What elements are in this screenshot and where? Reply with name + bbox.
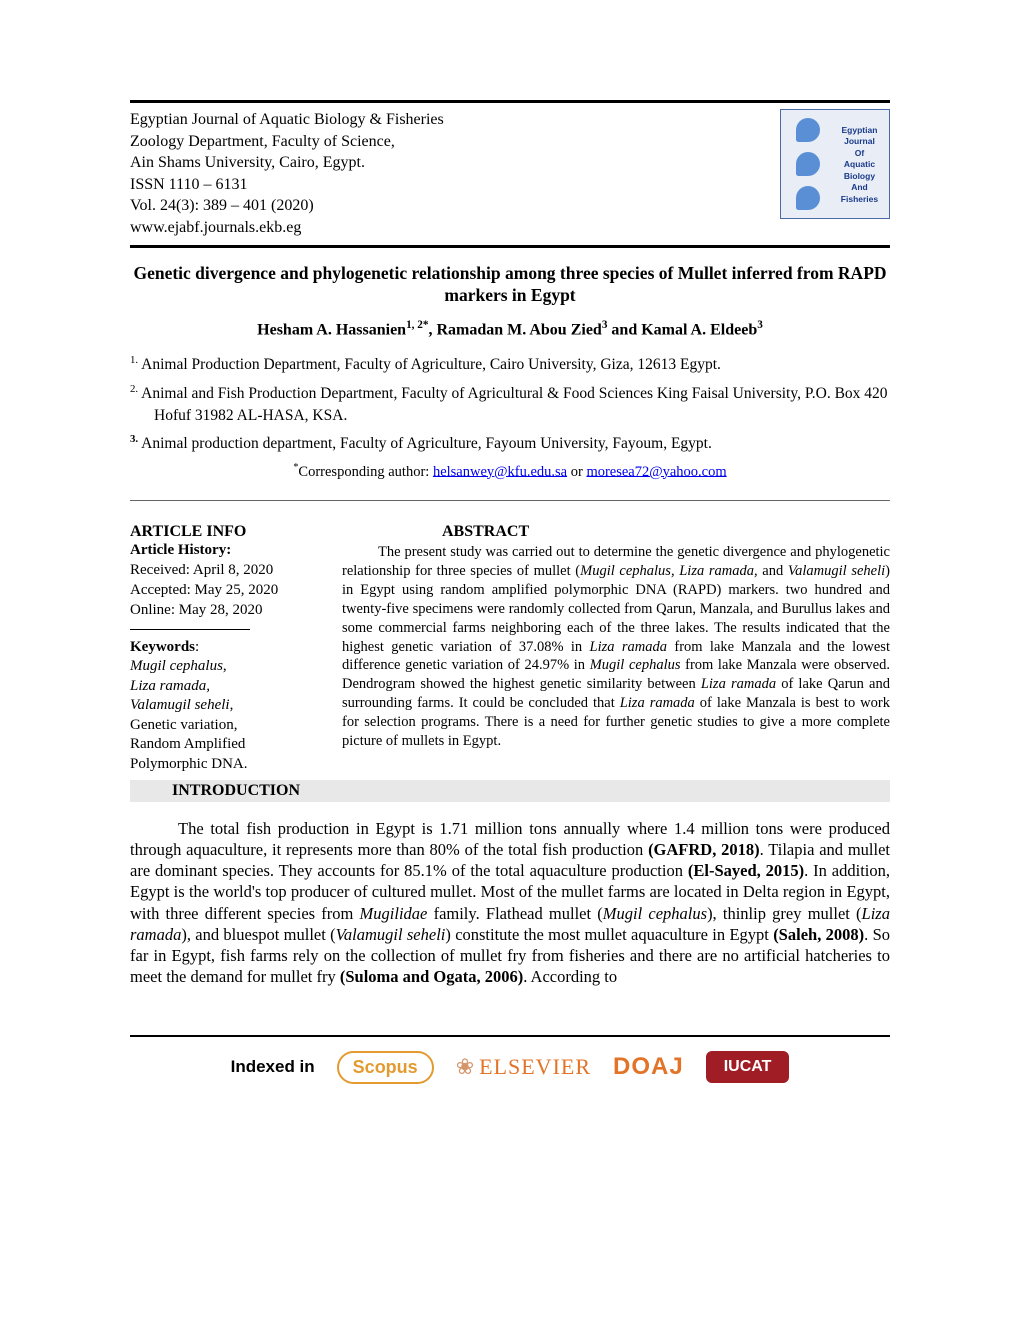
article-info-heading: ARTICLE INFO: [130, 523, 320, 541]
abstract-column: ABSTRACT The present study was carried o…: [342, 523, 890, 774]
logo-line5: Fisheries: [833, 194, 886, 205]
affiliations-block: 1. Animal Production Department, Faculty…: [130, 353, 890, 455]
journal-university: Ain Shams University, Cairo, Egypt.: [130, 152, 444, 174]
elsevier-badge: ❀ ELSEVIER: [456, 1054, 591, 1080]
logo-line1: Egyptian Journal: [833, 125, 886, 148]
corresponding-author: *Corresponding author: helsanwey@kfu.edu…: [130, 462, 890, 481]
journal-header-bar: Egyptian Journal of Aquatic Biology & Fi…: [130, 100, 890, 248]
abstract-text: The present study was carried out to det…: [342, 543, 890, 750]
logo-line3: Aquatic Biology: [833, 159, 886, 182]
accepted-date: Accepted: May 25, 2020: [130, 581, 320, 601]
corresponding-label: Corresponding author:: [298, 463, 433, 479]
keyword-5: Random Amplified Polymorphic DNA.: [130, 736, 248, 772]
keyword-2: Liza ramada,: [130, 678, 210, 694]
doaj-badge: DOAJ: [613, 1053, 684, 1081]
abstract-heading: ABSTRACT: [442, 523, 890, 541]
article-info-column: ARTICLE INFO Article History: Received: …: [130, 523, 320, 774]
affiliation-1: 1. Animal Production Department, Faculty…: [130, 353, 890, 376]
journal-name: Egyptian Journal of Aquatic Biology & Fi…: [130, 109, 444, 131]
fish-icon: [796, 118, 820, 142]
introduction-text: The total fish production in Egypt is 1.…: [130, 818, 890, 987]
keywords-label: Keywords: [130, 639, 195, 655]
journal-department: Zoology Department, Faculty of Science,: [130, 131, 444, 153]
journal-issn: ISSN 1110 – 6131: [130, 174, 444, 196]
corresponding-email-1[interactable]: helsanwey@kfu.edu.sa: [433, 463, 567, 479]
iucat-badge: IUCAT: [706, 1051, 790, 1083]
elsevier-tree-icon: ❀: [456, 1054, 475, 1080]
fish-icon: [796, 186, 820, 210]
keyword-1: Mugil cephalus: [130, 658, 223, 674]
journal-volume: Vol. 24(3): 389 – 401 (2020): [130, 195, 444, 217]
keyword-3: Valamugil seheli: [130, 697, 230, 713]
article-history-label: Article History:: [130, 541, 320, 561]
keyword-4: Genetic variation,: [130, 717, 237, 733]
online-date: Online: May 28, 2020: [130, 601, 320, 621]
indexing-footer: Indexed in Scopus ❀ ELSEVIER DOAJ IUCAT: [130, 1035, 890, 1084]
corresponding-or: or: [571, 463, 587, 479]
indexed-in-label: Indexed in: [231, 1057, 315, 1077]
journal-logo: Egyptian Journal Of Aquatic Biology And …: [780, 109, 890, 219]
introduction-heading: INTRODUCTION: [130, 780, 890, 802]
keywords-block: Keywords: Mugil cephalus, Liza ramada, V…: [130, 638, 320, 775]
journal-url: www.ejabf.journals.ekb.eg: [130, 217, 444, 239]
keywords-divider: [130, 629, 250, 630]
received-date: Received: April 8, 2020: [130, 561, 320, 581]
corresponding-email-2[interactable]: moresea72@yahoo.com: [586, 463, 726, 479]
logo-line4: And: [833, 182, 886, 193]
affiliation-2: 2. Animal and Fish Production Department…: [130, 382, 890, 426]
scopus-badge: Scopus: [337, 1051, 434, 1084]
fish-icon: [796, 152, 820, 176]
paper-title: Genetic divergence and phylogenetic rela…: [130, 262, 890, 308]
logo-line2: Of: [833, 148, 886, 159]
authors-line: Hesham A. Hassanien1, 2*, Ramadan M. Abo…: [130, 319, 890, 339]
journal-info-block: Egyptian Journal of Aquatic Biology & Fi…: [130, 109, 444, 239]
affiliation-3: 3. Animal production department, Faculty…: [130, 432, 890, 455]
divider: [130, 500, 890, 501]
